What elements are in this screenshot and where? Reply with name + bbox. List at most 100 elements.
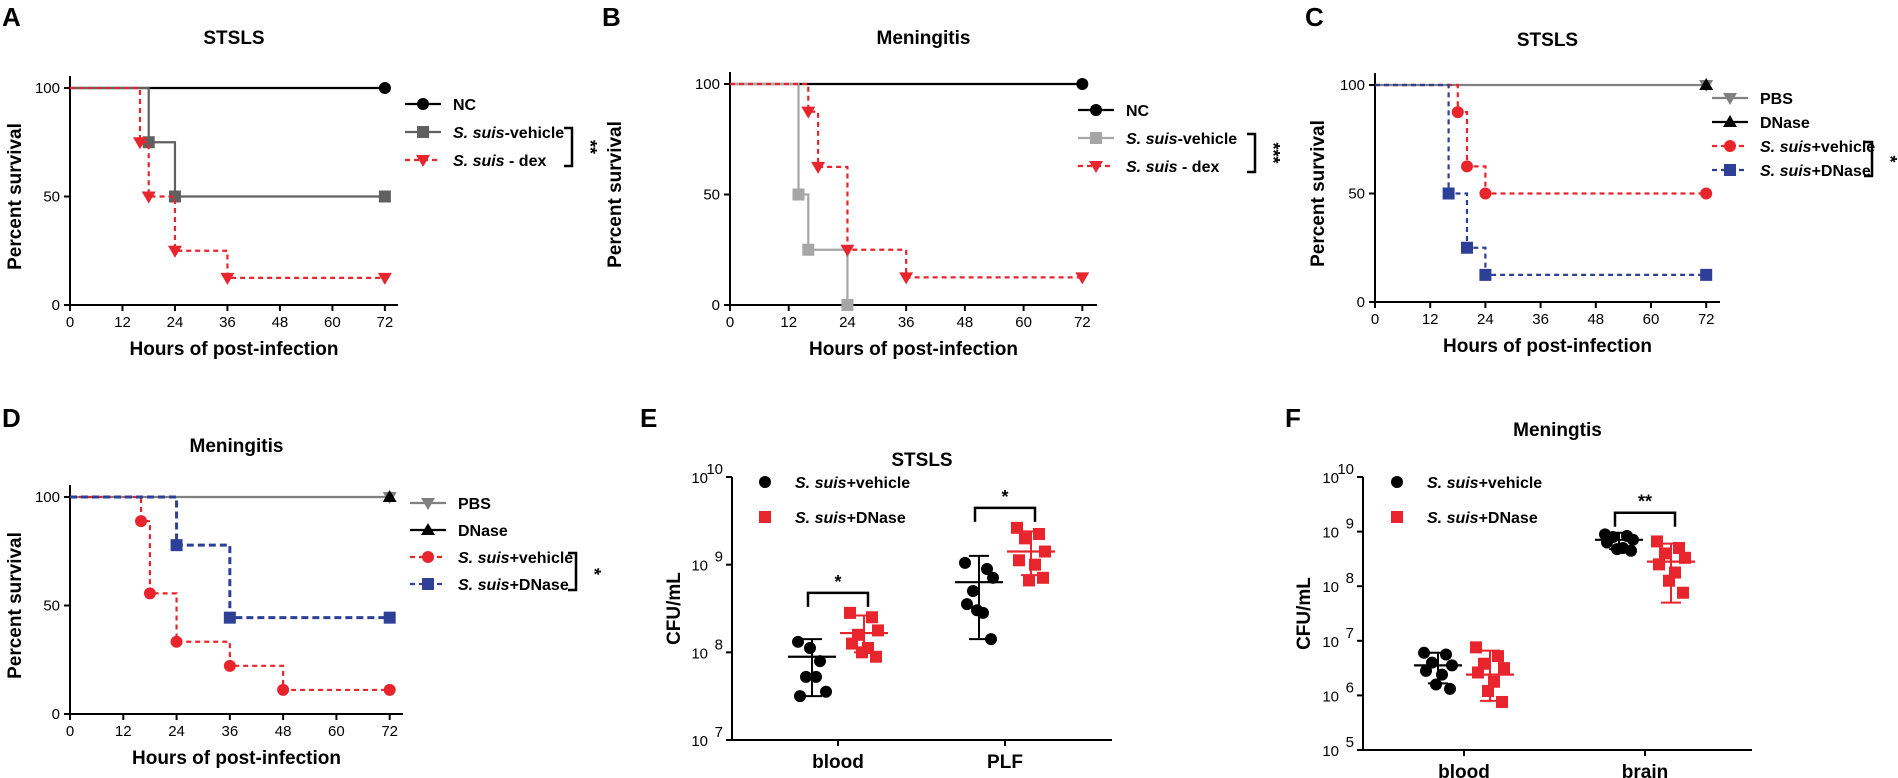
series-1	[730, 82, 854, 311]
data-point	[382, 490, 397, 502]
x-tick-label: 24	[1477, 311, 1494, 328]
data-point	[1019, 532, 1031, 545]
legend-entry-0: PBS	[410, 496, 491, 513]
data-point	[1625, 544, 1637, 557]
x-tick-label: 72	[381, 723, 398, 740]
legend-entry-1: S. suis+DNase	[759, 510, 906, 527]
x-axis-label: Hours of post-infection	[132, 748, 341, 769]
data-point	[1699, 78, 1714, 90]
x-axis-label: Hours of post-infection	[809, 339, 1018, 360]
legend-label: DNase	[1760, 115, 1810, 132]
legend-label-italic: S. suis	[795, 475, 847, 492]
legend-label: PBS	[458, 496, 491, 513]
x-tick-label: 60	[328, 723, 345, 740]
legend-label-rest: +DNase	[1479, 510, 1538, 527]
y-tick-label: 10	[1322, 470, 1339, 487]
data-point	[1663, 574, 1675, 587]
data-point	[277, 683, 290, 696]
legend-label-rest: -vehicle	[1178, 131, 1238, 148]
panel-d: D Meningitis 0 12 24 36 48 60 72 0 50 100 Hours of p…	[2, 403, 604, 769]
legend-marker	[1090, 132, 1102, 144]
x-tick-label: 24	[167, 314, 184, 331]
axes: 0 12 24 36 48 60 72 0 50 100 Hours of post-infecti…	[1308, 73, 1720, 357]
x-tick-label: 24	[839, 314, 856, 331]
legend-entry-0: PBS	[1712, 91, 1793, 108]
legend-label-italic: S. suis	[1760, 139, 1812, 156]
bracket-line	[973, 506, 1037, 522]
y-axis-label: Percent survival	[1308, 120, 1329, 267]
legend-label: S. suis+DNase	[1760, 163, 1871, 180]
data-point	[804, 641, 816, 654]
legend-label-italic: S. suis	[458, 577, 510, 594]
x-tick-label: 72	[1074, 314, 1091, 331]
data-point	[1430, 678, 1442, 691]
data-point	[800, 670, 812, 683]
legend-label: S. suis+vehicle	[1427, 475, 1542, 492]
y-axis-label: Percent survival	[5, 123, 26, 270]
data-point	[223, 611, 236, 624]
x-tick-label: 48	[957, 314, 974, 331]
significance-bracket: *	[1864, 140, 1898, 178]
series-1	[840, 521, 1055, 663]
x-tick-label: 0	[1371, 311, 1379, 328]
survival-curve	[70, 86, 385, 279]
x-tick-label: 0	[66, 723, 74, 740]
legend-label-rest: +vehicle	[1479, 475, 1543, 492]
x-tick-label: 36	[221, 723, 238, 740]
data-point	[132, 137, 147, 150]
data-point	[820, 685, 832, 698]
y-tick-label: 100	[35, 489, 60, 506]
x-tick-label: 24	[168, 723, 185, 740]
panel-title: STSLS	[1517, 30, 1578, 51]
legend-label: S. suis+vehicle	[1760, 139, 1875, 156]
x-tick-label: brain	[1622, 762, 1668, 778]
y-tick-label: 10	[1322, 743, 1339, 760]
survival-curve	[730, 82, 1083, 279]
panel-letter-a: A	[2, 2, 21, 32]
y-tick-label: 0	[1357, 294, 1365, 311]
legend-label-rest: DNase	[1760, 115, 1810, 132]
y-tick-label: 10	[691, 645, 708, 662]
legend-label: S. suis - dex	[453, 153, 546, 170]
data-point	[1037, 571, 1049, 584]
x-tick-label: blood	[812, 752, 864, 773]
legend-entry-1: DNase	[410, 523, 508, 540]
data-point	[802, 243, 815, 256]
x-tick-label: 60	[1643, 311, 1660, 328]
data-point	[1076, 78, 1089, 90]
significance-bracket: **	[1613, 492, 1677, 527]
data-point	[794, 690, 806, 703]
legend-marker	[1724, 140, 1736, 152]
bracket-line	[806, 591, 870, 607]
survival-curve	[730, 82, 849, 305]
data-point	[1700, 268, 1713, 281]
survival-curve	[70, 86, 385, 198]
legend-marker	[1391, 476, 1403, 488]
legend-label-italic: S. suis	[795, 510, 847, 527]
data-point	[1496, 695, 1508, 708]
legend-label-rest: - dex	[505, 153, 547, 170]
legend-label: S. suis+vehicle	[458, 550, 573, 567]
y-tick-label: 10	[691, 558, 708, 575]
data-point	[377, 272, 392, 285]
data-point	[814, 655, 826, 668]
significance-bracket: **	[564, 126, 600, 168]
x-tick-label: 72	[377, 314, 394, 331]
legend-marker	[417, 98, 429, 110]
panel-letter-e: E	[640, 403, 657, 433]
data-point	[967, 584, 979, 597]
legend-label-italic: S. suis	[1427, 475, 1479, 492]
survival-curve	[1375, 83, 1707, 276]
panel-title: STSLS	[891, 450, 952, 471]
significance-label: ***	[1263, 142, 1283, 163]
panel-title: Meningitis	[877, 28, 971, 49]
y-axis-label: Percent survival	[5, 532, 26, 679]
y-tick-label: 10	[691, 470, 708, 487]
legend-marker	[1723, 115, 1737, 127]
y-tick-exponent: 8	[1346, 570, 1354, 587]
legend-entry-3: S. suis+DNase	[410, 577, 569, 594]
panel-title: STSLS	[203, 28, 264, 49]
